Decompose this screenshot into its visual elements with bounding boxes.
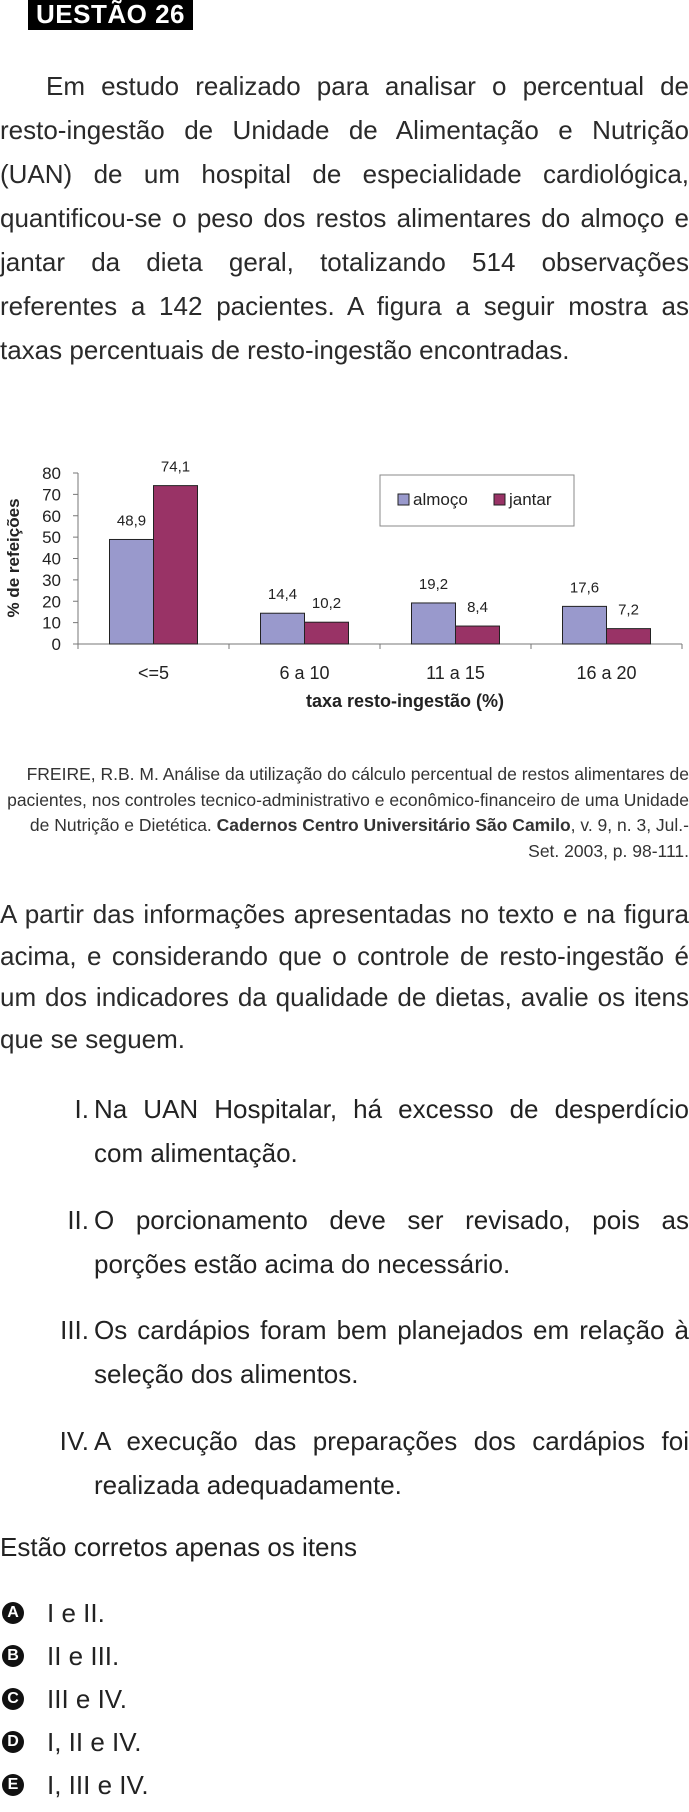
bar-almoço [260, 612, 305, 645]
y-tick-label: 30 [42, 571, 61, 590]
item-text: O porcionamento deve ser revisado, pois … [94, 1205, 689, 1279]
source-citation: FREIRE, R.B. M. Análise da utilização do… [0, 762, 689, 864]
x-tick-label: 6 a 10 [279, 663, 329, 683]
option-letter-icon: C [2, 1688, 24, 1710]
item-number: I. [74, 1094, 89, 1124]
bar-value-label: 8,4 [467, 599, 488, 616]
intro-paragraph: Em estudo realizado para analisar o perc… [0, 71, 689, 365]
y-axis-label: % de refeições [4, 498, 23, 617]
bar-jantar [455, 625, 500, 645]
bar-almoço [562, 605, 607, 645]
bar-jantar [304, 621, 349, 645]
x-tick-label: <=5 [138, 663, 169, 683]
legend-label-jantar: jantar [508, 490, 552, 509]
y-tick-label: 60 [42, 507, 61, 526]
y-tick-label: 50 [42, 528, 61, 547]
citation-details: , v. 9, n. 3, Jul.-Set. 2003, p. 98-111. [528, 815, 689, 861]
bar-value-label: 7,2 [618, 602, 639, 619]
y-tick-label: 70 [42, 485, 61, 504]
category-labels-group: <=5 6 a 10 11 a 15 16 a 20 [138, 663, 637, 683]
option-letter-icon: E [2, 1774, 24, 1796]
y-axis: 0 10 20 30 40 50 60 70 80 [42, 464, 79, 654]
option-letter-icon: B [2, 1645, 24, 1667]
bar-value-label: 19,2 [419, 576, 448, 593]
item-number: III. [60, 1315, 89, 1345]
bar-jantar [606, 628, 651, 645]
item-text: A execução das preparações dos cardápios… [94, 1426, 689, 1500]
item-text: Os cardápios foram bem planejados em rel… [94, 1315, 689, 1389]
bar-value-label: 14,4 [268, 586, 297, 603]
option-text: II e III. [47, 1641, 120, 1671]
y-tick-label: 20 [42, 592, 61, 611]
question-stem: Estão corretos apenas os itens [0, 1532, 357, 1562]
y-tick-label: 40 [42, 550, 61, 569]
legend: almoço jantar [379, 474, 575, 527]
legend-swatch-jantar [493, 493, 506, 506]
option-letter-icon: A [2, 1602, 24, 1624]
y-tick-label: 10 [42, 614, 61, 633]
bar-value-label: 48,9 [117, 512, 146, 529]
item-number: IV. [59, 1426, 89, 1456]
bars-group [109, 485, 651, 645]
y-tick-label: 0 [52, 635, 61, 654]
citation-journal: Cadernos Centro Universitário São Camilo [216, 815, 571, 835]
option-text: III e IV. [47, 1684, 127, 1714]
bar-chart: 0 10 20 30 40 50 60 70 80 % de refeições taxa re… [4, 459, 683, 711]
bar-jantar [153, 485, 198, 645]
x-tick-label: 16 a 20 [576, 663, 636, 683]
bar-value-label: 17,6 [570, 579, 599, 596]
bar-almoço [109, 538, 154, 645]
option-text: I e II. [47, 1598, 105, 1628]
option-text: I, III e IV. [47, 1770, 149, 1800]
legend-swatch-almoco [397, 493, 410, 506]
y-tick-label: 80 [42, 464, 61, 483]
bar-almoço [411, 602, 456, 645]
data-labels-group: 48,9 74,1 14,4 10,2 19,2 8,4 17,6 7,2 [117, 459, 639, 619]
option-text: I, II e IV. [47, 1727, 142, 1757]
x-tick-label: 11 a 15 [426, 663, 485, 683]
citation-text: FREIRE, R.B. M. Análise da utilização do… [7, 764, 689, 835]
legend-label-almoco: almoço [413, 490, 468, 509]
x-axis-label: taxa resto-ingestão (%) [306, 691, 504, 711]
option-letter-icon: D [2, 1731, 24, 1753]
item-text: Na UAN Hospitalar, há excesso de desperd… [94, 1094, 689, 1168]
context-paragraph: A partir das informações apresentadas no… [0, 899, 689, 1054]
question-header: UESTÃO 26 [28, 0, 193, 30]
bar-value-label: 10,2 [312, 595, 341, 612]
item-number: II. [67, 1205, 89, 1235]
legend-box [379, 474, 575, 527]
bar-value-label: 74,1 [161, 459, 190, 476]
